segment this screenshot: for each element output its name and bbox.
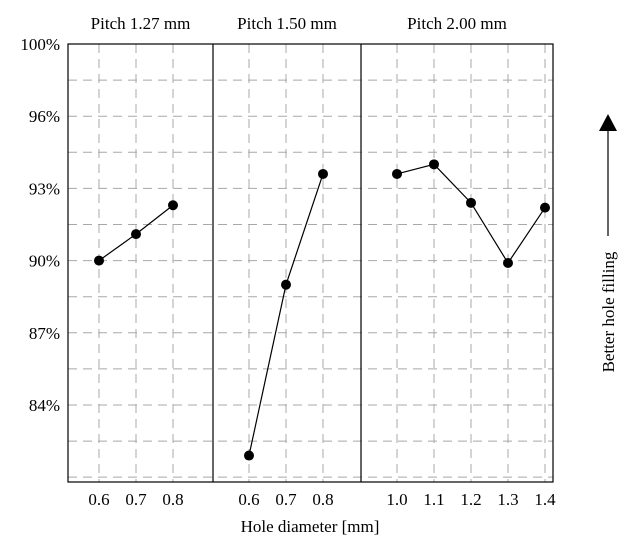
label-layer: 84% 87% 90% 93% 96% 100% Pitch 1.27 mm 0.6 0.7 0.… [20, 14, 556, 509]
y-tick-label: 100% [20, 35, 60, 54]
panel-title: Pitch 1.50 mm [237, 14, 337, 33]
x-tick-label: 0.6 [88, 490, 109, 509]
data-point [281, 279, 291, 290]
x-tick-label: 1.3 [497, 490, 518, 509]
data-point [168, 200, 178, 211]
data-point [429, 159, 439, 170]
y-tick-label: 84% [29, 396, 60, 415]
data-point [466, 197, 476, 208]
x-tick-label: 0.8 [312, 490, 333, 509]
plot-frame [67, 43, 554, 483]
plot-border [67, 43, 554, 483]
grid-layer [68, 44, 553, 482]
series-layer [94, 159, 550, 461]
y-tick-label: 96% [29, 107, 60, 126]
data-point [392, 168, 402, 179]
x-tick-label: 0.6 [238, 490, 259, 509]
data-point [244, 450, 254, 461]
panel-title: Pitch 2.00 mm [407, 14, 507, 33]
panel-title: Pitch 1.27 mm [91, 14, 191, 33]
x-tick-label: 0.8 [162, 490, 183, 509]
x-tick-label: 1.0 [386, 490, 407, 509]
x-tick-label: 1.4 [534, 490, 556, 509]
x-tick-label: 1.2 [460, 490, 481, 509]
data-point [94, 255, 104, 266]
y-tick-label: 90% [29, 252, 60, 271]
y-tick-label: 87% [29, 324, 60, 343]
up-arrow-icon [599, 114, 617, 131]
data-point [131, 229, 141, 240]
data-point [540, 202, 550, 213]
x-tick-label: 0.7 [125, 490, 147, 509]
data-point [503, 258, 513, 268]
side-annotation-label: Better hole filling [599, 251, 618, 372]
y-tick-label: 93% [29, 179, 60, 198]
x-tick-label: 1.1 [423, 490, 444, 509]
x-axis-label: Hole diameter [mm] [241, 517, 380, 536]
better-hole-filling-annotation: Better hole filling [599, 114, 618, 372]
data-point [318, 168, 328, 179]
x-tick-label: 0.7 [275, 490, 297, 509]
